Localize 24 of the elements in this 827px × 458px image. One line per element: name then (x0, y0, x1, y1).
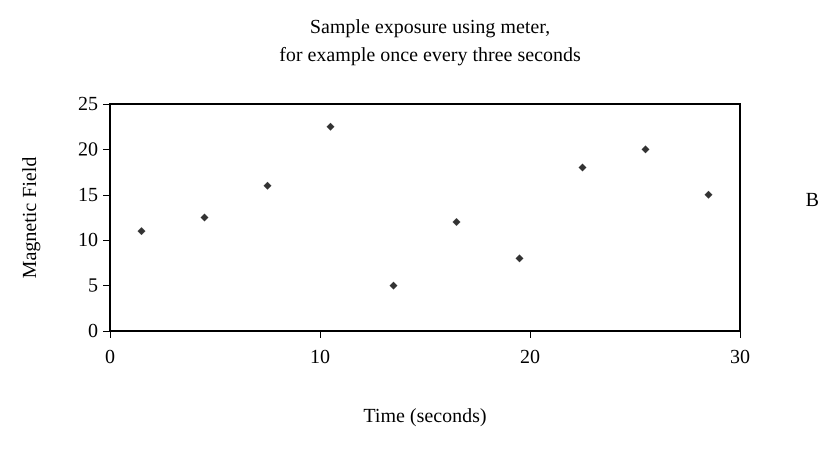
x-tick-label: 10 (310, 346, 330, 368)
y-tick-label: 5 (88, 274, 98, 297)
chart-title: Sample exposure using meter, for example once every three seconds (279, 16, 581, 66)
point (516, 254, 524, 262)
point (578, 164, 586, 172)
y-tick-label: 25 (78, 93, 98, 115)
x-tick-label: 30 (730, 346, 750, 368)
text: B (806, 189, 820, 211)
y-tick-label: 20 (78, 138, 98, 160)
y-tick-label: 0 (88, 320, 98, 342)
point (138, 227, 146, 236)
y-tick-label: 10 (78, 229, 98, 252)
point (390, 282, 398, 290)
point (642, 145, 650, 154)
point (264, 182, 272, 190)
point (200, 214, 208, 222)
x-tick-label: 0 (105, 346, 115, 368)
x-tick-label: 20 (520, 346, 540, 368)
x-axis-title: Time (seconds) (363, 405, 487, 427)
point (452, 218, 460, 226)
point (326, 122, 334, 131)
y-tick-label: 15 (78, 184, 98, 206)
point (704, 190, 712, 199)
y-axis-title: Magnetic Field (19, 156, 41, 278)
